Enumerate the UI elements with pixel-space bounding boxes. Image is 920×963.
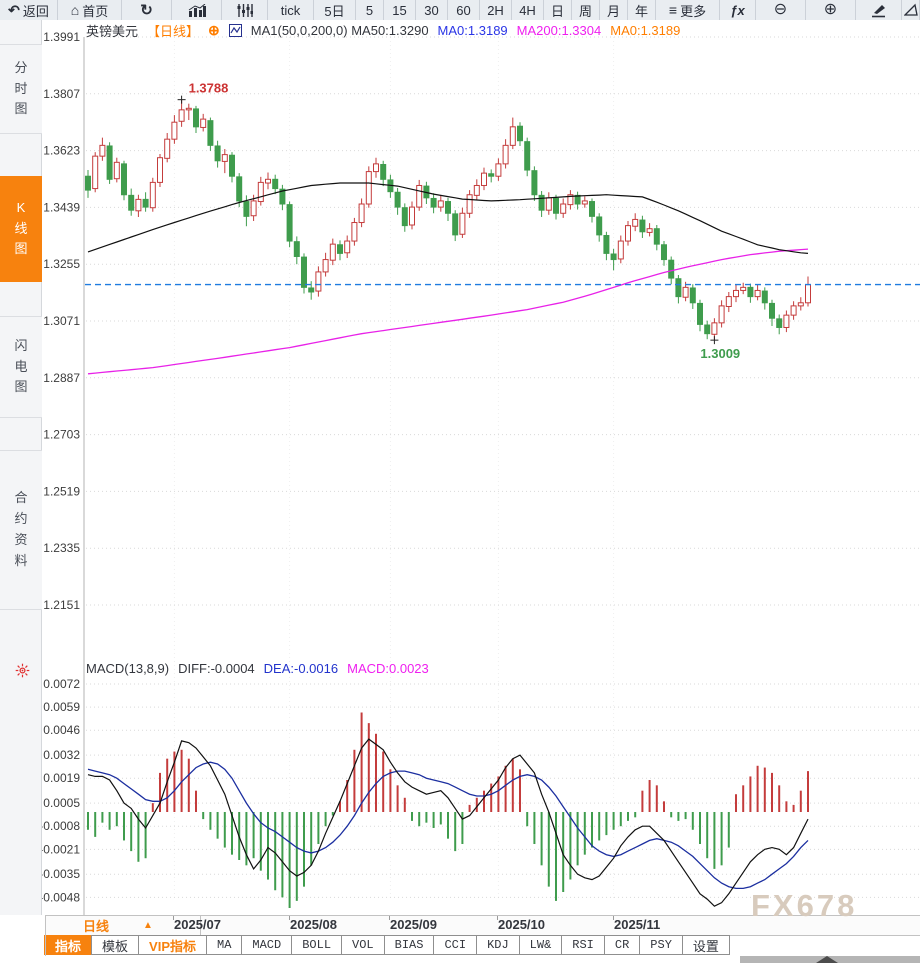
edge-partial-button[interactable] xyxy=(902,0,920,20)
zoom-out-button[interactable]: ⊖ xyxy=(756,0,806,20)
svg-text:-0.0048: -0.0048 xyxy=(42,890,80,904)
month-tick xyxy=(497,916,498,920)
interval-2h[interactable]: 2H xyxy=(480,0,512,20)
interval-tick[interactable]: tick xyxy=(268,0,314,20)
interval-5m[interactable]: 5 xyxy=(356,0,384,20)
volume-style-button[interactable] xyxy=(222,0,268,20)
indicator-tab-rsi[interactable]: RSI xyxy=(561,935,605,955)
period-selector[interactable]: 日线 ▲ xyxy=(45,916,201,935)
x-axis-label: 2025/09 xyxy=(390,917,437,932)
refresh-button[interactable]: ↻ xyxy=(122,0,172,20)
svg-text:1.2519: 1.2519 xyxy=(43,484,80,498)
svg-text:1.3807: 1.3807 xyxy=(43,87,80,101)
interval-week[interactable]: 周 xyxy=(572,0,600,20)
month-tick xyxy=(389,916,390,920)
collapse-handle-icon[interactable] xyxy=(816,956,838,963)
home-button[interactable]: ⌂ 首页 xyxy=(58,0,122,20)
svg-text:0.0072: 0.0072 xyxy=(43,677,80,691)
draw-button[interactable] xyxy=(856,0,902,20)
svg-text:1.3788: 1.3788 xyxy=(189,81,229,96)
indicator-tab-kdj[interactable]: KDJ xyxy=(476,935,520,955)
more-button[interactable]: ≡ 更多 xyxy=(656,0,720,20)
period-selector-label: 日线 xyxy=(83,919,110,934)
svg-text:1.3071: 1.3071 xyxy=(43,314,80,328)
svg-text:0.0005: 0.0005 xyxy=(43,796,80,810)
indicator-tab-vol[interactable]: VOL xyxy=(341,935,385,955)
svg-text:0.0032: 0.0032 xyxy=(43,748,80,762)
interval-60m[interactable]: 60 xyxy=(448,0,480,20)
month-tick xyxy=(173,916,174,920)
candlestick-macd-canvas[interactable]: 1.3991 1.3807 1.3623 1.3439 1.3255 1.3071 1.28… xyxy=(42,20,920,915)
indicator-tab-bias[interactable]: BIAS xyxy=(383,935,435,955)
svg-text:0.0059: 0.0059 xyxy=(43,700,80,714)
x-axis-row: 日线 ▲ 2025/07 2025/08 2025/09 2025/10 2025/11 xyxy=(45,915,920,936)
indicator-tab-cr[interactable]: CR xyxy=(603,935,641,955)
svg-text:1.2335: 1.2335 xyxy=(43,541,80,555)
x-axis-label: 2025/11 xyxy=(614,917,661,932)
sidebar-tab-3[interactable]: 闪电图 xyxy=(0,316,42,418)
chart-area[interactable]: 1.3991 1.3807 1.3623 1.3439 1.3255 1.3071 1.28… xyxy=(42,20,920,915)
indicator-tab-cci[interactable]: CCI xyxy=(433,935,478,955)
indicator-tabs: 指标 模板 VIP指标 MA MACD BOLL VOL BIAS CCI KDJ LW& RSI CR… xyxy=(44,935,730,955)
indicator-tab-vip指标[interactable]: VIP指标 xyxy=(138,935,207,955)
zoom-in-button[interactable]: ⊕ xyxy=(806,0,856,20)
svg-text:1.2151: 1.2151 xyxy=(43,598,80,612)
indicator-tab-psy[interactable]: PSY xyxy=(639,935,683,955)
interval-4h[interactable]: 4H xyxy=(512,0,544,20)
scrollbar-track[interactable] xyxy=(740,956,920,963)
indicator-tab-设置[interactable]: 设置 xyxy=(681,935,730,955)
indicator-tab-macd[interactable]: MACD xyxy=(241,935,293,955)
month-tick xyxy=(289,916,290,920)
x-axis-label: 2025/07 xyxy=(174,917,221,932)
interval-5d[interactable]: 5日 xyxy=(314,0,356,20)
bottom-left-divider xyxy=(45,915,46,956)
svg-text:0.0019: 0.0019 xyxy=(43,771,80,785)
svg-text:1.3991: 1.3991 xyxy=(43,30,80,44)
svg-text:-0.0021: -0.0021 xyxy=(42,842,80,856)
svg-text:1.3255: 1.3255 xyxy=(43,257,80,271)
sidebar-tab-1[interactable]: 分时图 xyxy=(0,44,42,134)
indicator-tab-lw&[interactable]: LW& xyxy=(518,935,563,955)
interval-month[interactable]: 月 xyxy=(600,0,628,20)
svg-text:1.2887: 1.2887 xyxy=(43,371,80,385)
svg-text:0.0046: 0.0046 xyxy=(43,723,80,737)
fx-indicator-button[interactable]: ƒx xyxy=(720,0,756,20)
interval-day[interactable]: 日 xyxy=(544,0,572,20)
indicator-tab-模板[interactable]: 模板 xyxy=(91,935,140,955)
svg-text:1.3009: 1.3009 xyxy=(700,346,740,361)
svg-text:-0.0008: -0.0008 xyxy=(42,819,80,833)
interval-30m[interactable]: 30 xyxy=(416,0,448,20)
x-axis-label: 2025/08 xyxy=(290,917,337,932)
x-axis-label: 2025/10 xyxy=(498,917,545,932)
trend-chart-button[interactable] xyxy=(172,0,222,20)
interval-year[interactable]: 年 xyxy=(628,0,656,20)
svg-text:1.3623: 1.3623 xyxy=(43,144,80,158)
sidebar-tab-4[interactable]: 合约资料 xyxy=(0,450,42,610)
top-toolbar: ↶ 返回 ⌂ 首页 ↻ tick 5日 5 15 30 60 2H 4H 日周月年 ≡ 更多 ƒx ⊖ ⊕ xyxy=(0,0,920,21)
indicator-tab-ma[interactable]: MA xyxy=(206,935,243,955)
month-tick xyxy=(613,916,614,920)
bottom-scrollbar-area xyxy=(0,956,920,963)
interval-15m[interactable]: 15 xyxy=(384,0,416,20)
chevron-up-icon: ▲ xyxy=(143,920,153,931)
svg-text:1.3439: 1.3439 xyxy=(43,200,80,214)
indicator-tab-指标[interactable]: 指标 xyxy=(44,935,93,955)
indicator-sun-icon[interactable] xyxy=(15,663,30,683)
back-button[interactable]: ↶ 返回 xyxy=(0,0,58,20)
svg-text:1.2703: 1.2703 xyxy=(43,428,80,442)
indicator-tab-boll[interactable]: BOLL xyxy=(291,935,343,955)
svg-text:-0.0035: -0.0035 xyxy=(42,867,80,881)
